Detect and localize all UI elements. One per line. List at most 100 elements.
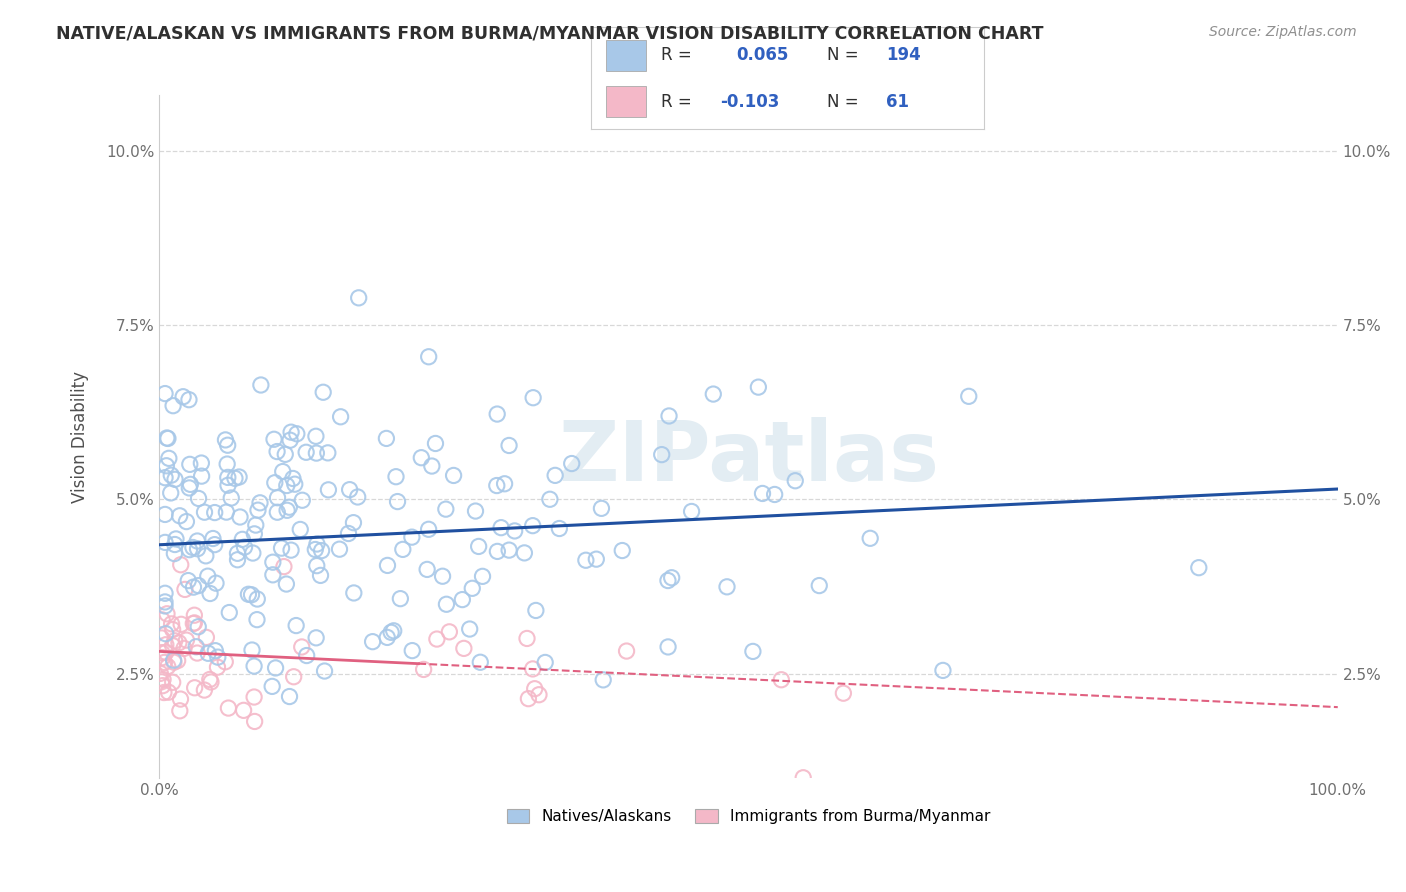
Point xyxy=(166,654,188,668)
Point xyxy=(233,540,256,554)
Point xyxy=(172,390,194,404)
Point xyxy=(229,510,252,524)
Point xyxy=(305,558,328,573)
Point xyxy=(741,644,763,658)
Point xyxy=(290,523,312,537)
Point xyxy=(153,685,176,699)
Point xyxy=(498,543,520,558)
Point xyxy=(153,599,176,613)
Point xyxy=(153,471,176,485)
Point xyxy=(792,771,814,785)
Point xyxy=(207,660,229,674)
Point xyxy=(190,456,212,470)
Point xyxy=(280,543,302,558)
Point xyxy=(150,650,173,665)
Point xyxy=(162,675,184,690)
Point xyxy=(186,541,208,556)
Point xyxy=(418,350,440,364)
Point xyxy=(377,558,399,573)
Point xyxy=(385,469,408,483)
Point xyxy=(242,546,264,560)
Point xyxy=(214,655,236,669)
Bar xyxy=(606,87,645,117)
Point xyxy=(486,544,509,558)
Point xyxy=(763,487,786,501)
Point xyxy=(217,470,239,484)
Point xyxy=(401,643,423,657)
Point xyxy=(661,571,683,585)
Point xyxy=(153,508,176,522)
Point xyxy=(305,537,328,551)
Point xyxy=(150,646,173,660)
Point xyxy=(243,659,266,673)
Point xyxy=(305,429,328,443)
Point xyxy=(186,640,208,654)
Point xyxy=(420,458,443,473)
Point xyxy=(291,493,314,508)
Point xyxy=(153,386,176,401)
Point xyxy=(471,569,494,583)
Point xyxy=(186,534,208,549)
Point xyxy=(243,690,266,704)
Point xyxy=(612,543,634,558)
Point xyxy=(305,631,328,645)
Point xyxy=(231,533,253,547)
Point xyxy=(162,399,184,413)
Point xyxy=(201,532,224,546)
Point xyxy=(246,613,269,627)
Point xyxy=(751,486,773,500)
Point xyxy=(278,690,301,704)
Text: N =: N = xyxy=(827,93,858,111)
Point xyxy=(273,559,295,574)
Point xyxy=(204,643,226,657)
Point xyxy=(174,582,197,597)
Point xyxy=(263,475,285,490)
Point xyxy=(747,380,769,394)
Point xyxy=(522,391,544,405)
Point xyxy=(657,574,679,588)
Point xyxy=(153,535,176,549)
Point xyxy=(513,546,536,560)
Point xyxy=(658,409,681,423)
Point xyxy=(416,562,439,576)
Point xyxy=(434,502,457,516)
Text: Source: ZipAtlas.com: Source: ZipAtlas.com xyxy=(1209,25,1357,39)
Point xyxy=(283,670,305,684)
Point xyxy=(592,673,614,687)
Point xyxy=(153,595,176,609)
Point xyxy=(489,521,512,535)
Point xyxy=(150,674,173,689)
Point xyxy=(198,586,221,600)
Point xyxy=(200,675,222,690)
Point xyxy=(318,483,340,497)
Point xyxy=(232,703,254,717)
Point xyxy=(328,542,350,557)
Point xyxy=(187,620,209,634)
Point xyxy=(575,553,598,567)
Point xyxy=(343,586,366,600)
Point xyxy=(382,624,405,638)
Point xyxy=(276,478,298,492)
Point xyxy=(246,592,269,607)
Point xyxy=(215,505,238,519)
Point xyxy=(314,664,336,678)
Point xyxy=(162,639,184,653)
Text: 0.065: 0.065 xyxy=(737,46,789,64)
Point xyxy=(524,603,547,617)
Point xyxy=(522,518,544,533)
Point xyxy=(291,640,314,654)
Point xyxy=(159,486,181,500)
Text: R =: R = xyxy=(661,93,692,111)
Point xyxy=(467,540,489,554)
Point xyxy=(170,558,193,572)
Point xyxy=(702,387,724,401)
Point xyxy=(155,626,177,640)
Point xyxy=(451,592,474,607)
Point xyxy=(187,579,209,593)
Point xyxy=(274,447,297,461)
Point xyxy=(194,549,217,563)
Point xyxy=(238,587,260,601)
Point xyxy=(179,481,201,495)
Point xyxy=(177,392,200,407)
Point xyxy=(538,492,561,507)
